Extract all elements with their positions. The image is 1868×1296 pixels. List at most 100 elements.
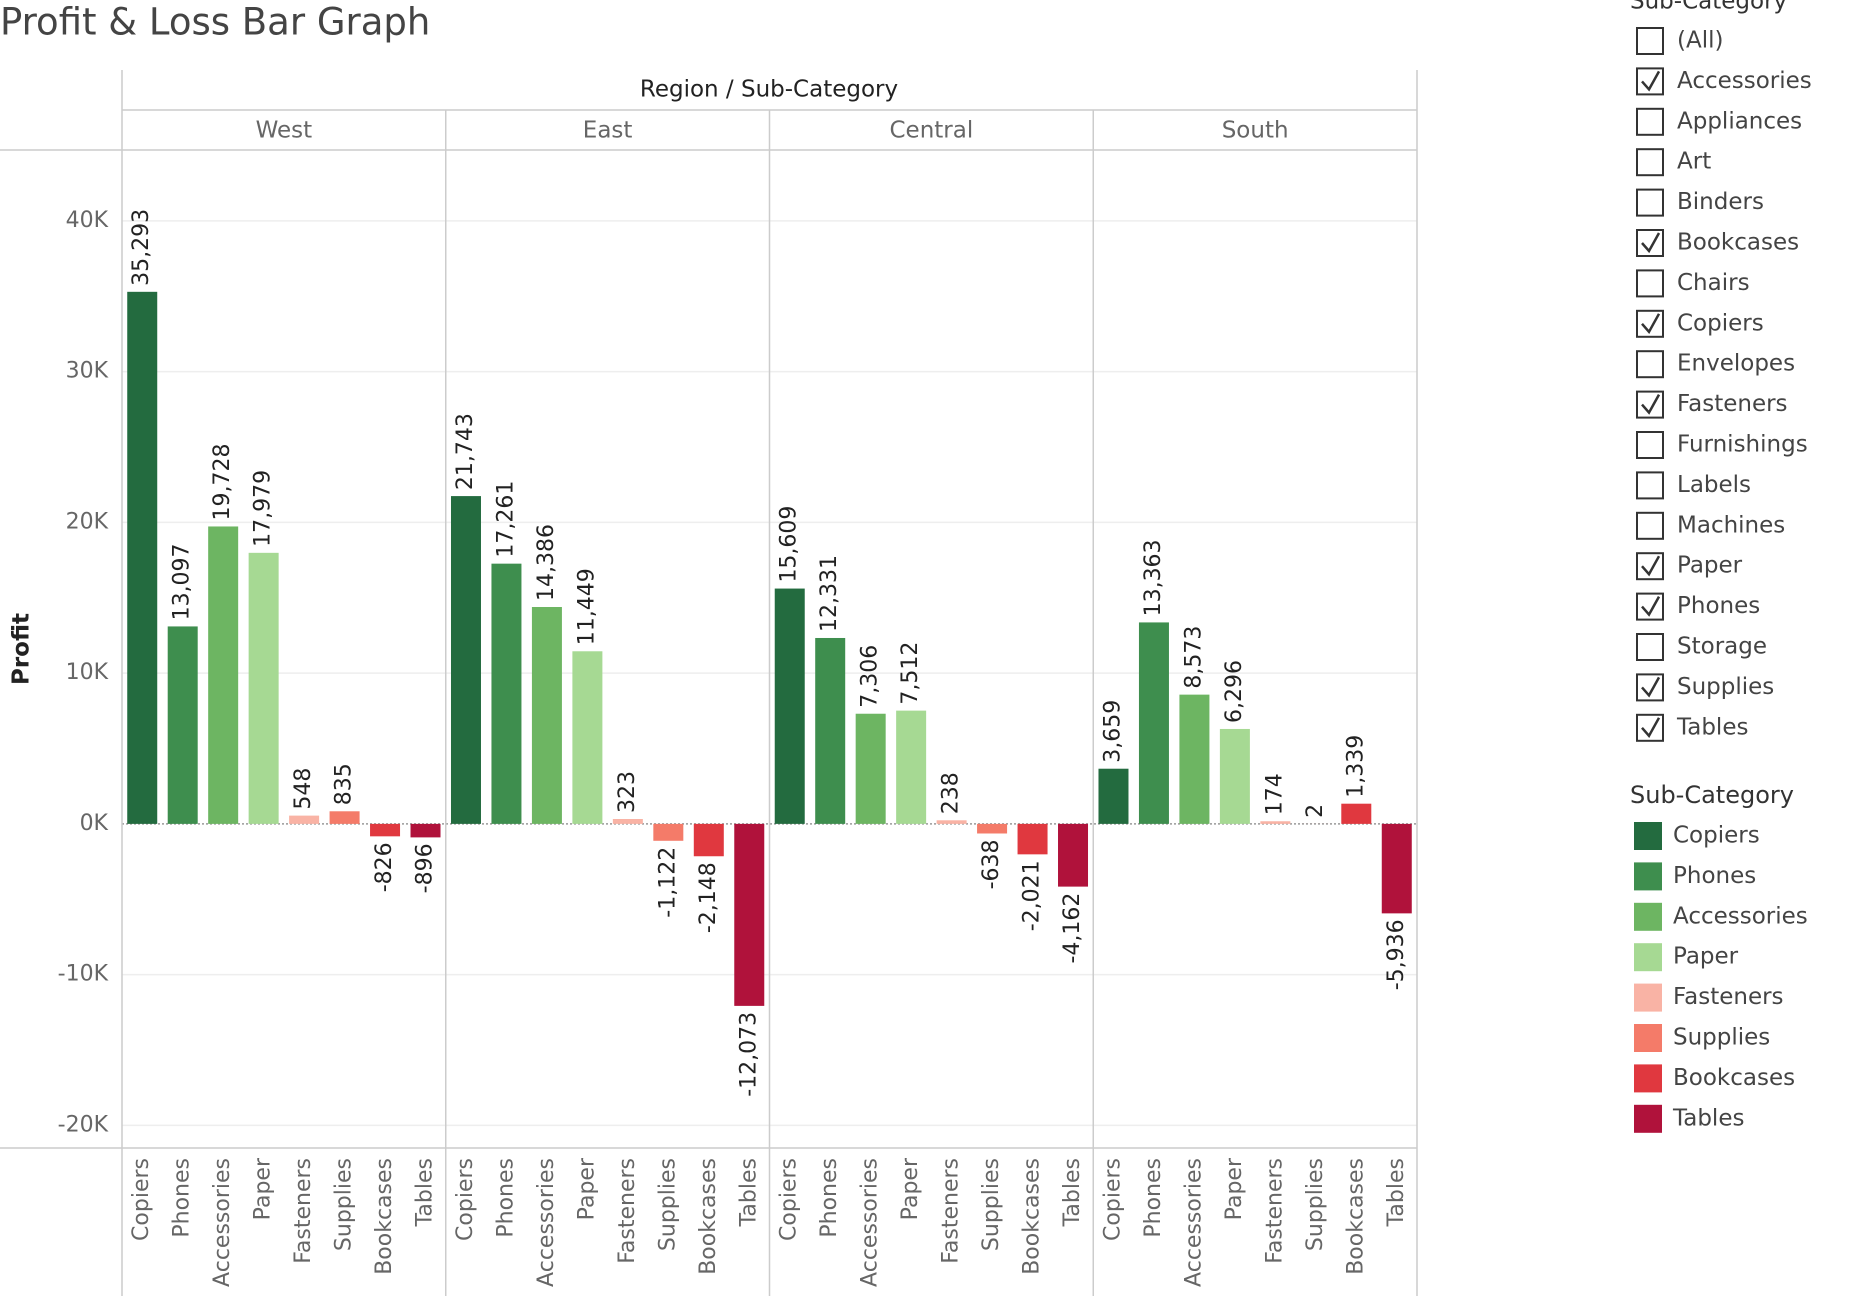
value-label: 548	[291, 768, 316, 810]
x-tick-label: Phones	[493, 1158, 518, 1238]
checkbox[interactable]	[1636, 431, 1664, 459]
value-label: -4,162	[1060, 893, 1085, 964]
checkbox[interactable]	[1636, 471, 1664, 500]
filter-label[interactable]: Copiers	[1677, 310, 1764, 336]
x-tick-label: Copiers	[1100, 1158, 1125, 1241]
legend-swatch	[1634, 822, 1662, 850]
x-tick-label: Copiers	[129, 1158, 154, 1241]
value-label: -5,936	[1384, 919, 1409, 990]
legend-label: Copiers	[1673, 823, 1760, 849]
filter-label[interactable]: Phones	[1677, 593, 1760, 619]
value-label: 13,097	[170, 543, 195, 620]
legend-label: Tables	[1672, 1105, 1744, 1131]
filter-label[interactable]: Appliances	[1677, 108, 1802, 134]
checkbox[interactable]	[1636, 148, 1664, 177]
filter-label[interactable]: Tables	[1676, 714, 1748, 740]
value-label: 174	[1262, 773, 1287, 815]
value-label: 11,449	[574, 568, 599, 645]
bar	[1017, 823, 1048, 855]
bar	[855, 713, 886, 824]
x-tick-label: Fasteners	[1262, 1158, 1287, 1264]
x-tick-label: Supplies	[655, 1158, 680, 1251]
value-label: -2,021	[1020, 860, 1045, 931]
bar	[491, 563, 522, 824]
filter-label[interactable]: Supplies	[1677, 674, 1774, 700]
x-tick-label: Paper	[574, 1157, 599, 1220]
x-tick-label: Paper	[898, 1157, 923, 1220]
bar	[734, 823, 765, 1006]
value-label: 35,293	[129, 209, 154, 286]
bar	[410, 823, 441, 838]
checkbox[interactable]	[1636, 269, 1664, 298]
x-tick-label: Accessories	[534, 1158, 559, 1287]
filter-label[interactable]: Envelopes	[1677, 351, 1795, 377]
value-label: 14,386	[534, 524, 559, 601]
x-tick-label: Bookcases	[1020, 1158, 1045, 1275]
filter-label[interactable]: Binders	[1677, 189, 1764, 215]
checkmark	[1641, 232, 1661, 254]
x-tick-label: Fasteners	[615, 1158, 640, 1264]
filter-label[interactable]: Labels	[1677, 472, 1751, 498]
bar	[977, 823, 1008, 834]
x-tick-label: Phones	[817, 1158, 842, 1238]
region-label: East	[583, 118, 633, 144]
y-tick-label: 10K	[66, 660, 109, 685]
legend-swatch	[1634, 902, 1662, 931]
value-label: 21,743	[453, 413, 478, 490]
filter-label[interactable]: Chairs	[1677, 270, 1750, 296]
filter-label[interactable]: Paper	[1677, 553, 1743, 579]
x-tick-label: Fasteners	[291, 1158, 316, 1264]
checkbox[interactable]	[1636, 633, 1664, 661]
x-tick-label: Supplies	[332, 1158, 357, 1251]
bar	[572, 651, 603, 824]
value-label: 6,296	[1222, 660, 1247, 723]
value-label: 3,659	[1100, 700, 1125, 763]
x-tick-label: Fasteners	[939, 1158, 964, 1264]
filter-label[interactable]: Furnishings	[1677, 432, 1808, 458]
x-tick-label: Tables	[1384, 1158, 1409, 1227]
value-label: 2	[1303, 804, 1328, 818]
x-axis-title: Region / Sub-Category	[640, 77, 898, 103]
x-tick-label: Copiers	[453, 1158, 478, 1241]
checkmark	[1641, 555, 1661, 577]
x-tick-label: Paper	[251, 1157, 276, 1220]
x-tick-label: Tables	[736, 1158, 761, 1227]
filter-label[interactable]: Accessories	[1677, 68, 1812, 94]
legend-label: Paper	[1673, 944, 1739, 970]
bar	[167, 626, 198, 824]
checkbox[interactable]	[1636, 188, 1664, 217]
bar	[289, 815, 320, 824]
bar	[1260, 821, 1291, 824]
x-tick-label: Copiers	[777, 1158, 802, 1241]
legend-title: Sub-Category	[1630, 781, 1794, 809]
legend-swatch	[1634, 1024, 1662, 1052]
checkbox[interactable]	[1636, 511, 1664, 540]
checkbox[interactable]	[1636, 107, 1664, 136]
value-label: -896	[413, 843, 438, 893]
bar	[774, 588, 805, 824]
y-tick-label: -20K	[58, 1112, 109, 1137]
filter-label[interactable]: Bookcases	[1677, 230, 1799, 256]
filter-label[interactable]: Storage	[1677, 634, 1767, 660]
bar	[208, 526, 239, 824]
x-tick-label: Supplies	[979, 1158, 1004, 1251]
filter-label[interactable]: Machines	[1677, 512, 1785, 538]
x-tick-label: Bookcases	[1343, 1158, 1368, 1275]
checkbox[interactable]	[1636, 350, 1664, 379]
legend-swatch	[1634, 983, 1662, 1012]
value-label: 15,609	[777, 506, 802, 583]
bar	[653, 823, 684, 841]
x-tick-label: Tables	[413, 1158, 438, 1227]
bar	[1058, 823, 1089, 887]
filter-label[interactable]: Art	[1677, 149, 1711, 175]
value-label: 13,363	[1141, 539, 1166, 616]
bar	[1179, 694, 1210, 824]
legend-label: Fasteners	[1673, 984, 1784, 1010]
checkbox[interactable]	[1636, 27, 1664, 55]
bar	[531, 606, 562, 824]
value-label: 8,573	[1181, 626, 1206, 689]
filter-label[interactable]: Fasteners	[1677, 391, 1788, 417]
x-tick-label: Accessories	[210, 1158, 235, 1287]
filter-label[interactable]: (All)	[1677, 28, 1723, 54]
